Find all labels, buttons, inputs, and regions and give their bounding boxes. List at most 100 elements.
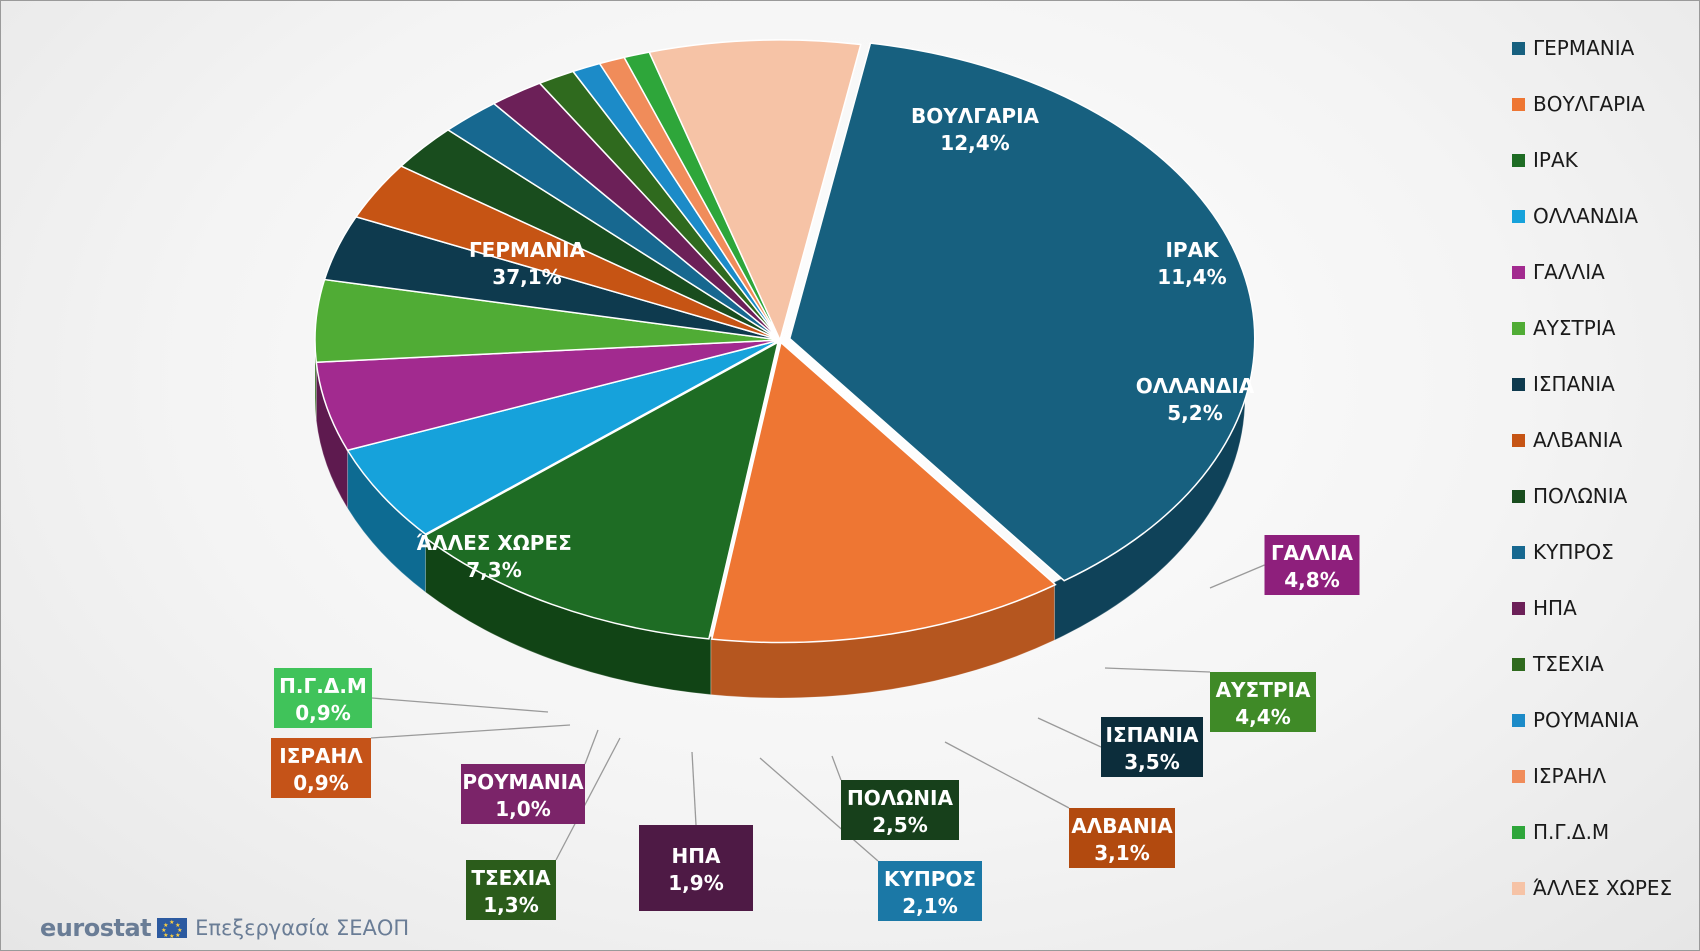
label-value-poland: 2,5% [872, 813, 927, 837]
legend-swatch-11 [1512, 657, 1525, 671]
leader-line-france [1209, 564, 1265, 589]
legend-item-8: ΠΟΛΩΝΙΑ [1512, 484, 1627, 508]
data-labels: ΓΕΡΜΑΝΙΑ 37,1% ΒΟΥΛΓΑΡΙΑ 12,4% ΙΡΑΚ 11,4% ΟΛΛΑ… [271, 104, 1360, 921]
pie-tops [314, 39, 1256, 644]
leader-line-fyrom [371, 697, 549, 713]
label-value-israel: 0,9% [293, 771, 348, 795]
label-value-netherlands: 5,2% [1167, 401, 1222, 425]
legend-item-13: ΙΣΡΑΗΛ [1512, 764, 1606, 788]
label-value-czechia: 1,3% [483, 893, 538, 917]
leader-line-romania [584, 729, 599, 765]
leader-line-usa [691, 751, 697, 826]
legend-swatch-3 [1512, 209, 1525, 223]
legend-label-15: ΆΛΛΕΣ ΧΩΡΕΣ [1533, 876, 1673, 900]
label-name-romania: ΡΟΥΜΑΝΙΑ [462, 770, 584, 794]
label-name-fyrom: Π.Γ.Δ.Μ [279, 674, 367, 698]
label-name-usa: ΗΠΑ [672, 844, 721, 868]
legend-swatch-1 [1512, 97, 1525, 111]
legend-item-7: ΑΛΒΑΝΙΑ [1512, 428, 1622, 452]
legend-swatch-14 [1512, 825, 1525, 839]
label-name-spain: ΙΣΠΑΝΙΑ [1106, 723, 1200, 747]
legend-label-14: Π.Γ.Δ.Μ [1533, 820, 1610, 844]
label-box-spain [1101, 717, 1203, 777]
label-name-poland: ΠΟΛΩΝΙΑ [847, 786, 953, 810]
leader-line-czechia [555, 737, 621, 861]
pie-slice-3 [346, 339, 781, 536]
legend-swatch-6 [1512, 377, 1525, 391]
label-box-poland [841, 780, 959, 840]
leader-line-poland [831, 755, 842, 781]
label-value-fyrom: 0,9% [295, 701, 350, 725]
label-box-fyrom [274, 668, 372, 728]
legend-item-0: ΓΕΡΜΑΝΙΑ [1512, 36, 1634, 60]
leader-line-austria [1104, 667, 1211, 673]
legend-item-14: Π.Γ.Δ.Μ [1512, 820, 1609, 844]
legend-label-4: ΓΑΛΛΙΑ [1533, 260, 1605, 284]
legend-swatch-5 [1512, 321, 1525, 335]
legend-item-3: ΟΛΛΑΝΔΙΑ [1512, 204, 1638, 228]
legend-label-13: ΙΣΡΑΗΛ [1533, 764, 1606, 788]
legend-swatch-10 [1512, 601, 1525, 615]
pie-slice-1 [710, 341, 1057, 644]
legend-item-15: ΆΛΛΕΣ ΧΩΡΕΣ [1512, 876, 1672, 900]
label-value-cyprus: 2,1% [902, 894, 957, 918]
legend-swatch-7 [1512, 433, 1525, 447]
label-name-netherlands: ΟΛΛΑΝΔΙΑ [1136, 374, 1255, 398]
label-name-austria: ΑΥΣΤΡΙΑ [1216, 678, 1311, 702]
legend-swatch-13 [1512, 769, 1525, 783]
label-value-austria: 4,4% [1235, 705, 1290, 729]
pie-slice-2 [422, 340, 780, 640]
label-value-iraq: 11,4% [1157, 265, 1226, 289]
legend-label-1: ΒΟΥΛΓΑΡΙΑ [1533, 92, 1645, 116]
label-name-germany: ΓΕΡΜΑΝΙΑ [469, 238, 586, 262]
leader-lines [370, 564, 1265, 862]
legend-swatch-4 [1512, 265, 1525, 279]
label-name-bulgaria: ΒΟΥΛΓΑΡΙΑ [911, 104, 1040, 128]
legend-label-8: ΠΟΛΩΝΙΑ [1533, 484, 1628, 508]
legend-swatch-9 [1512, 545, 1525, 559]
label-value-bulgaria: 12,4% [940, 131, 1009, 155]
legend-item-6: ΙΣΠΑΝΙΑ [1512, 372, 1615, 396]
label-name-france: ΓΑΛΛΙΑ [1271, 541, 1354, 565]
legend-label-10: ΗΠΑ [1533, 596, 1577, 620]
label-name-cyprus: ΚΥΠΡΟΣ [884, 867, 976, 891]
legend-label-2: ΙΡΑΚ [1533, 148, 1578, 172]
legend-label-3: ΟΛΛΑΝΔΙΑ [1533, 204, 1639, 228]
label-box-france [1264, 535, 1360, 595]
label-value-albania: 3,1% [1094, 841, 1149, 865]
legend-label-6: ΙΣΠΑΝΙΑ [1533, 372, 1615, 396]
legend-item-2: ΙΡΑΚ [1512, 148, 1578, 172]
label-value-spain: 3,5% [1124, 750, 1179, 774]
legend-item-4: ΓΑΛΛΙΑ [1512, 260, 1605, 284]
leader-line-albania [944, 741, 1070, 809]
legend-item-9: ΚΥΠΡΟΣ [1512, 540, 1614, 564]
leader-line-spain [1037, 717, 1102, 748]
label-box-israel [271, 738, 371, 798]
legend-item-12: ΡΟΥΜΑΝΙΑ [1512, 708, 1639, 732]
label-name-israel: ΙΣΡΑΗΛ [279, 744, 363, 768]
label-name-czechia: ΤΣΕΧΙΑ [471, 866, 551, 890]
leader-line-cyprus [759, 757, 879, 862]
legend-swatch-2 [1512, 153, 1525, 167]
label-name-iraq: ΙΡΑΚ [1165, 238, 1220, 262]
legend-label-12: ΡΟΥΜΑΝΙΑ [1533, 708, 1639, 732]
pie-sides [314, 339, 1246, 699]
label-box-austria [1210, 672, 1316, 732]
legend-item-5: ΑΥΣΤΡΙΑ [1512, 316, 1615, 340]
label-value-france: 4,8% [1284, 568, 1339, 592]
legend-label-11: ΤΣΕΧΙΑ [1533, 652, 1604, 676]
label-value-usa: 1,9% [668, 871, 723, 895]
label-value-germany: 37,1% [492, 265, 561, 289]
leader-line-israel [370, 724, 571, 739]
footer: eurostat ★ ★ ★ ★ ★ ★ ★ ★ Επεξεργασία ΣΕΑ… [40, 914, 409, 942]
processed-by-label: Επεξεργασία ΣΕΑΟΠ [195, 916, 410, 940]
legend-swatch-15 [1512, 881, 1525, 895]
label-value-other: 7,3% [466, 558, 521, 582]
legend-item-11: ΤΣΕΧΙΑ [1512, 652, 1604, 676]
label-name-other: ΆΛΛΕΣ ΧΩΡΕΣ [416, 531, 572, 555]
label-box-cyprus [878, 861, 982, 921]
pie-slice-0 [788, 42, 1256, 582]
label-box-czechia [466, 860, 556, 920]
label-box-albania [1069, 808, 1175, 868]
